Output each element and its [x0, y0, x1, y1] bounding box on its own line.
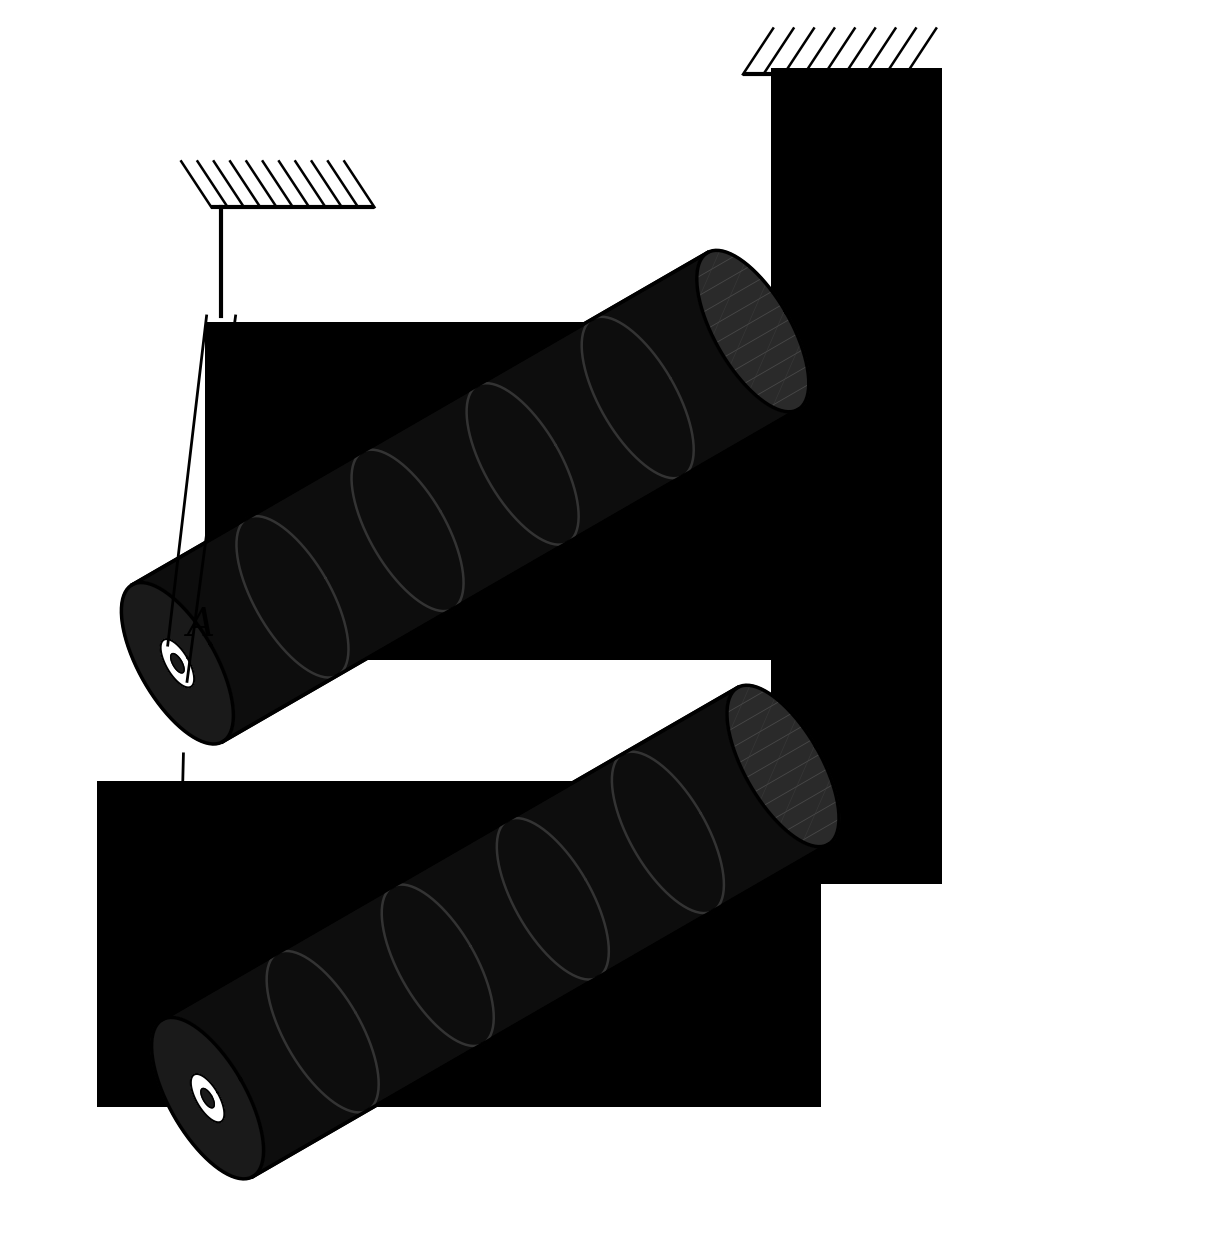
Polygon shape [205, 322, 773, 660]
Polygon shape [162, 688, 829, 1177]
Polygon shape [727, 685, 840, 846]
Polygon shape [170, 654, 184, 673]
Polygon shape [201, 1088, 214, 1108]
Text: B: B [121, 1060, 150, 1097]
Polygon shape [151, 1017, 263, 1179]
Polygon shape [97, 781, 821, 1107]
Text: A: A [187, 607, 215, 644]
Polygon shape [121, 583, 233, 744]
Polygon shape [132, 252, 798, 741]
Polygon shape [191, 1075, 225, 1122]
Polygon shape [697, 251, 809, 412]
Polygon shape [161, 639, 194, 688]
Polygon shape [771, 69, 942, 884]
